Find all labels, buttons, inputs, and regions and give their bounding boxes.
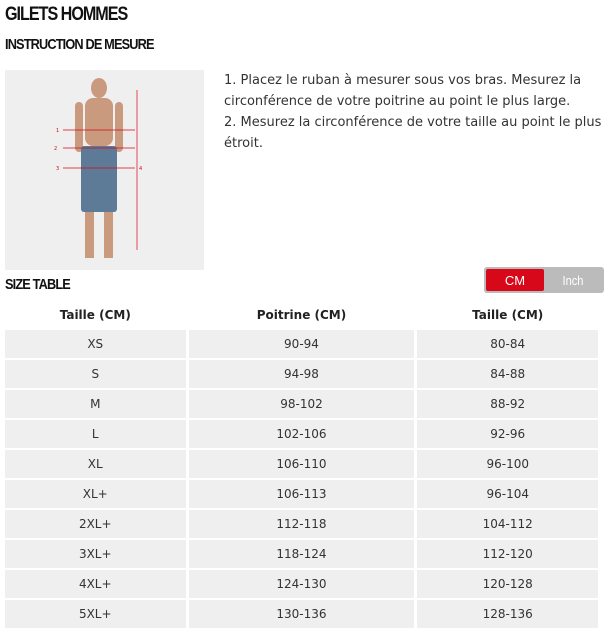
cell-chest: 118-124: [188, 540, 415, 568]
table-row: S 94-98 84-88: [5, 360, 598, 388]
header-waist: Taille (CM): [472, 308, 544, 322]
table-row: M 98-102 88-92: [5, 390, 598, 418]
cell-size: 5XL+: [5, 600, 186, 628]
table-row: 2XL+ 112-118 104-112: [5, 510, 598, 538]
unit-cm-button[interactable]: CM: [486, 269, 544, 291]
table-row: 3XL+ 118-124 112-120: [5, 540, 598, 568]
table-row: 5XL+ 130-136 128-136: [5, 600, 598, 628]
cell-waist: 84-88: [417, 360, 598, 388]
cell-waist: 96-104: [417, 480, 598, 508]
cell-size: XS: [5, 330, 186, 358]
size-table: Taille (CM) Poitrine (CM) Taille (CM) XS…: [2, 300, 601, 630]
svg-text:2: 2: [54, 146, 57, 152]
cell-chest: 90-94: [188, 330, 415, 358]
cell-waist: 104-112: [417, 510, 598, 538]
cell-chest: 106-113: [188, 480, 415, 508]
cell-waist: 96-100: [417, 450, 598, 478]
cell-chest: 98-102: [188, 390, 415, 418]
table-row: XS 90-94 80-84: [5, 330, 598, 358]
cell-waist: 112-120: [417, 540, 598, 568]
table-row: 4XL+ 124-130 120-128: [5, 570, 598, 598]
header-chest: Poitrine (CM): [256, 308, 347, 322]
instruction-step-2: 2. Mesurez la circonférence de votre tai…: [224, 115, 602, 151]
cell-chest: 102-106: [188, 420, 415, 448]
unit-toggle[interactable]: CM Inch: [484, 267, 604, 293]
cell-waist: 80-84: [417, 330, 598, 358]
cell-waist: 88-92: [417, 390, 598, 418]
cell-chest: 130-136: [188, 600, 415, 628]
cell-chest: 106-110: [188, 450, 415, 478]
cell-size: 3XL+: [5, 540, 186, 568]
cell-waist: 92-96: [417, 420, 598, 448]
table-row: XL+ 106-113 96-104: [5, 480, 598, 508]
svg-text:1: 1: [56, 128, 59, 134]
cell-size: 4XL+: [5, 570, 186, 598]
instruction-step-1: 1. Placez le ruban à mesurer sous vos br…: [224, 73, 582, 109]
cell-size: L: [5, 420, 186, 448]
page-title: GILETS HOMMES: [5, 4, 128, 25]
table-row: XL 106-110 96-100: [5, 450, 598, 478]
cell-size: XL+: [5, 480, 186, 508]
svg-text:4: 4: [139, 166, 142, 172]
cell-chest: 124-130: [188, 570, 415, 598]
cell-size: XL: [5, 450, 186, 478]
instructions-text: 1. Placez le ruban à mesurer sous vos br…: [224, 70, 604, 154]
cell-waist: 120-128: [417, 570, 598, 598]
cell-size: 2XL+: [5, 510, 186, 538]
cell-waist: 128-136: [417, 600, 598, 628]
measurement-figure-image: 1 2 3 4: [5, 70, 204, 270]
cell-size: M: [5, 390, 186, 418]
table-row: L 102-106 92-96: [5, 420, 598, 448]
instruction-heading: INSTRUCTION DE MESURE: [5, 36, 154, 53]
unit-inch-button[interactable]: Inch: [562, 272, 584, 288]
svg-text:3: 3: [56, 166, 59, 172]
cell-size: S: [5, 360, 186, 388]
header-size: Taille (CM): [59, 308, 131, 322]
cell-chest: 94-98: [188, 360, 415, 388]
table-header-row: Taille (CM) Poitrine (CM) Taille (CM): [5, 302, 598, 328]
cell-chest: 112-118: [188, 510, 415, 538]
size-table-heading: SIZE TABLE: [5, 276, 71, 293]
